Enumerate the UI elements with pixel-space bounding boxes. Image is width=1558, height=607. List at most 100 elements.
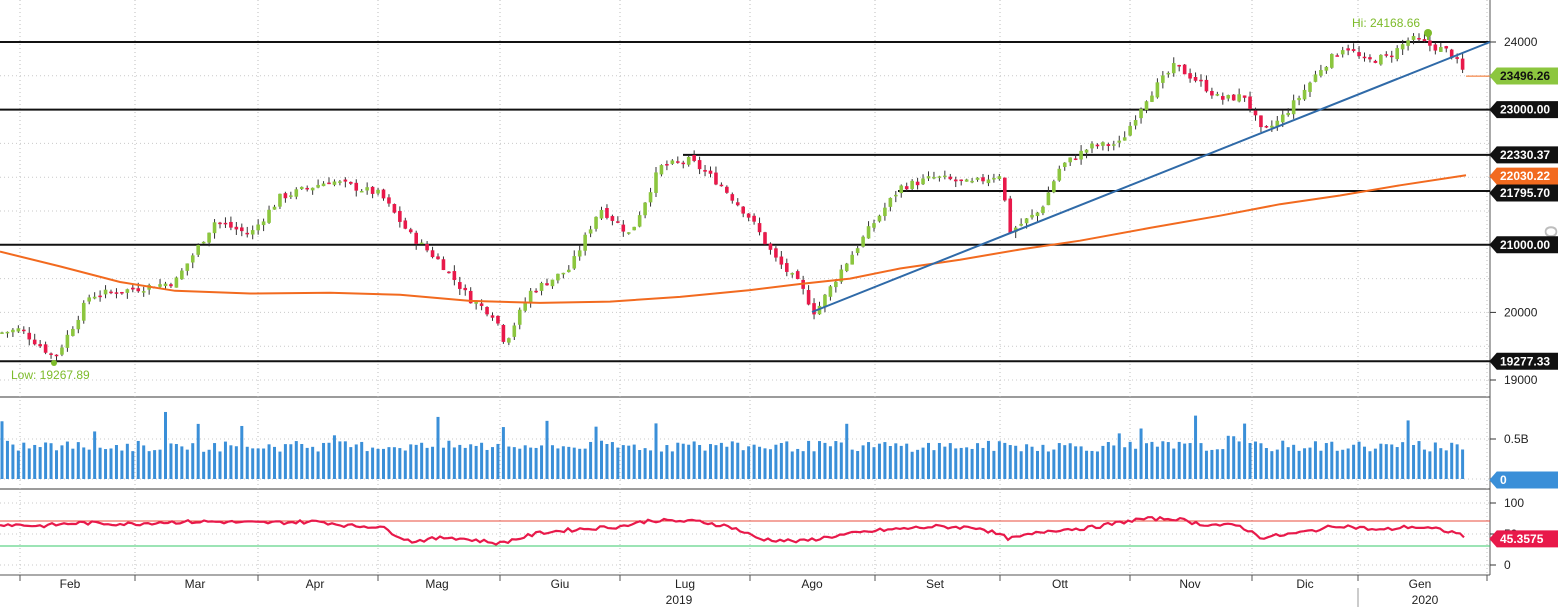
candle-body [1242, 95, 1247, 98]
volume-bar [349, 447, 353, 479]
level-tag-22330-text: 22330.37 [1500, 148, 1550, 162]
volume-bar [414, 444, 418, 479]
volume-bar [758, 446, 762, 479]
volume-bar [948, 443, 952, 479]
volume-bar [709, 444, 712, 479]
volume-bar [1428, 451, 1432, 479]
last-price-tag-box [1489, 67, 1558, 85]
candle-body [1084, 149, 1089, 153]
candle-body [1199, 79, 1203, 82]
candle-body [997, 176, 1002, 180]
volume-bar [540, 445, 544, 479]
volume-bar [605, 444, 609, 479]
volume-bar [463, 447, 467, 479]
volume-bar [49, 443, 53, 479]
volume-bar [649, 450, 653, 479]
volume-bar [621, 445, 625, 479]
candle-body [294, 189, 299, 197]
volume-bar [180, 446, 184, 479]
volume-bar [371, 447, 375, 479]
volume-bar [447, 440, 451, 479]
candle-body [1335, 55, 1340, 57]
volume-bar [965, 447, 969, 479]
volume-bar [867, 442, 871, 479]
volume-bar [1275, 449, 1279, 479]
candle-body [594, 216, 598, 229]
volume-bar [736, 442, 740, 479]
volume-bar [899, 445, 903, 479]
volume-bar [142, 445, 146, 479]
candle-body [201, 241, 206, 244]
candle-body [299, 186, 304, 190]
candle-body [528, 290, 533, 303]
candle-body [507, 338, 511, 343]
candle-body [539, 283, 544, 291]
candle-body [447, 271, 451, 274]
volume-bar [22, 442, 26, 479]
volume-bar [927, 442, 930, 479]
volume-bar [1270, 451, 1274, 479]
volume-bar [1090, 450, 1094, 479]
volume-bar [1254, 441, 1257, 479]
candle-body [1302, 89, 1307, 100]
volume-bar [354, 444, 358, 479]
level-tag-23000-text: 23000.00 [1500, 103, 1550, 117]
volume-bar [332, 435, 336, 479]
candle-body [828, 286, 833, 297]
volume-bar [883, 442, 887, 479]
volume-bar [1308, 447, 1312, 479]
candle-body [398, 210, 402, 222]
candle-body [795, 271, 800, 280]
candle-body [403, 220, 408, 229]
volume-bar [1057, 443, 1061, 479]
candle-body [964, 179, 969, 182]
volume-bar [872, 447, 876, 479]
candle-body [419, 242, 424, 245]
candle-body [643, 202, 647, 216]
candle-body [229, 221, 233, 228]
volume-bar [550, 445, 554, 479]
candle-body [866, 226, 871, 239]
candle-body [686, 156, 691, 165]
candle-body [234, 226, 239, 230]
candle-body [32, 339, 37, 345]
volume-bar [1003, 442, 1007, 479]
candle-body [136, 288, 141, 292]
volume-bar [1117, 433, 1121, 479]
candle-body [223, 222, 228, 225]
candle-body [408, 229, 413, 233]
candle-body [1155, 82, 1160, 98]
candle-body [131, 287, 135, 290]
candle-body [790, 273, 795, 275]
volume-bar [567, 446, 571, 479]
candle-body [697, 160, 702, 170]
volume-bar [561, 446, 565, 479]
candle-body [572, 256, 577, 269]
candle-body [1406, 40, 1410, 46]
candle-body [0, 332, 4, 334]
candle-body [621, 224, 626, 232]
level-tag-23000: 23000.00 [1489, 101, 1558, 119]
volume-bar [71, 448, 75, 479]
volume-bar [191, 443, 195, 479]
candle-body [768, 243, 773, 250]
volume-bar [343, 441, 347, 479]
candle-body [1362, 56, 1367, 59]
candle-body [904, 186, 909, 190]
candle-body [1373, 60, 1378, 63]
volume-bar [392, 447, 396, 479]
candle-body [921, 178, 925, 185]
candle-body [1057, 168, 1062, 181]
volume-bar [360, 441, 364, 479]
candle-body [310, 187, 315, 191]
price-tick-label: 19000 [1504, 373, 1538, 387]
volume-bar [409, 444, 413, 479]
candle-body [76, 319, 81, 330]
candle-body [512, 325, 517, 337]
price-tick-label: 20000 [1504, 305, 1538, 319]
candle-body [730, 194, 735, 201]
candle-body [338, 181, 342, 183]
volume-bar [1128, 441, 1132, 479]
ma-tag: 22030.22 [1489, 167, 1558, 185]
month-label: Set [926, 577, 945, 591]
